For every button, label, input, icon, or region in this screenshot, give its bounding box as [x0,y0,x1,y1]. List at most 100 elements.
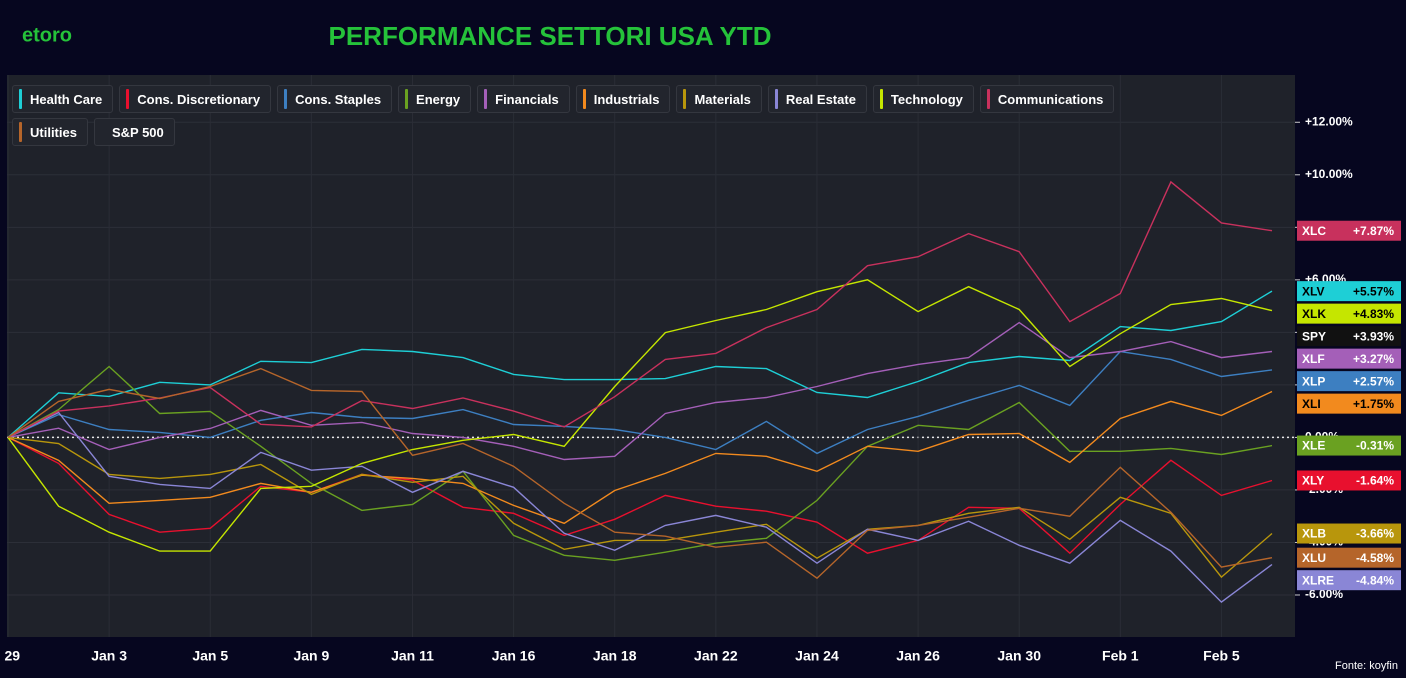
legend-item[interactable]: S&P 500 [93,118,175,146]
legend-label: Communications [997,91,1104,107]
legend-swatch [879,89,883,109]
legend-item[interactable]: Materials [676,85,762,113]
plot-area [7,75,1295,637]
x-tick-label: Jan 18 [593,648,637,664]
end-badge-ticker: XLU [1302,551,1326,565]
end-badge [1297,371,1401,392]
legend-label: Cons. Discretionary [137,91,261,107]
end-badge-ticker: XLC [1302,224,1326,238]
legend-item[interactable]: Industrials [575,85,671,113]
end-badge [1297,523,1401,544]
legend-swatch [284,89,288,109]
legend-swatch [19,122,22,142]
end-badge-value: +3.27% [1353,352,1394,366]
legend-label: Energy [416,91,461,107]
chart-title: PERFORMANCE SETTORI USA YTD [328,21,771,51]
end-badge-ticker: XLK [1302,307,1326,321]
x-tick-label: Jan 11 [391,648,434,664]
series-line [7,436,1273,555]
end-badge-ticker: XLRE [1302,573,1334,587]
series-line [7,290,1273,438]
logo: etoro [22,24,72,46]
end-badge [1297,547,1401,568]
end-badge-ticker: XLY [1302,474,1324,488]
x-tick-label: Jan 3 [91,648,127,664]
x-tick-label: Jan 9 [293,648,329,664]
legend-swatch [101,122,104,142]
end-badge-value: +4.83% [1353,307,1394,321]
legend-swatch [405,89,409,109]
x-tick-label: Jan 22 [694,648,738,664]
end-badge [1297,281,1401,302]
end-badge [1297,220,1401,241]
end-badge-value: -1.64% [1356,474,1394,488]
legend-label: Industrials [593,91,660,107]
legend-item[interactable]: Health Care [12,85,114,113]
legend-item[interactable]: Utilities [12,118,88,146]
end-badge-value: -3.66% [1356,527,1394,541]
legend-item[interactable]: Cons. Discretionary [119,85,272,113]
legend-swatch [126,89,130,109]
end-badge [1297,470,1401,491]
x-tick-label: Jan 5 [192,648,228,664]
series-line [7,367,1273,580]
legend-swatch [986,89,990,109]
x-tick-label: Jan 24 [795,648,839,664]
end-badge-value: +3.93% [1353,329,1394,343]
series-line [7,180,1273,439]
y-tick-label: +12.00% [1305,114,1353,128]
legend-swatch [582,89,586,109]
end-badge-ticker: XLF [1302,352,1325,366]
source: Fonte: koyfin [1335,660,1398,672]
series-line [7,436,1273,579]
legend-label: Materials [694,91,751,107]
end-badge-ticker: SPY [1302,329,1326,343]
legend-item[interactable]: Real Estate [767,85,867,113]
legend-item[interactable]: Cons. Staples [277,85,393,113]
x-tick-label: Jan 30 [997,648,1041,664]
end-badge-value: -4.58% [1356,551,1394,565]
legend-label: Utilities [30,124,77,140]
end-badge-value: +7.87% [1353,224,1394,238]
legend-label: Financials [495,91,559,107]
end-badge [1297,570,1401,591]
end-badge [1297,435,1401,456]
y-tick-label: -6.00% [1305,587,1343,601]
end-badge-ticker: XLE [1302,439,1325,453]
x-tick-label: Jan 26 [896,648,940,664]
legend-item[interactable]: Financials [477,85,570,113]
end-badge-value: -0.31% [1356,439,1394,453]
legend-label: Cons. Staples [295,91,382,107]
end-badge-value: +2.57% [1353,374,1394,388]
legend-item[interactable]: Energy [398,85,472,113]
legend-label: Health Care [30,91,103,107]
legend-item[interactable]: Communications [979,85,1115,113]
x-tick-label: Jan 16 [492,648,536,664]
series-line [7,365,1273,562]
end-badge-ticker: XLP [1302,374,1325,388]
end-badge-value: -4.84% [1356,573,1394,587]
legend-swatch [774,89,778,109]
legend-swatch [683,89,687,109]
series-line [7,411,1273,604]
x-tick-label: : 29 [0,648,20,664]
legend-label: Technology [890,91,963,107]
end-badge-ticker: XLV [1302,284,1324,298]
end-badge-ticker: XLB [1302,527,1326,541]
end-badge [1297,303,1401,324]
end-badge [1297,393,1401,414]
end-badge [1297,326,1401,347]
end-badge-value: +5.57% [1353,284,1394,298]
legend-label: S&P 500 [111,124,164,140]
y-tick-label: +10.00% [1305,167,1353,181]
series-line [7,279,1273,552]
legend-label: Real Estate [785,91,856,107]
x-tick-label: Feb 1 [1102,648,1139,664]
legend-item[interactable]: Technology [872,85,974,113]
end-badge-ticker: XLI [1302,397,1321,411]
x-tick-label: Feb 5 [1203,648,1240,664]
series-line [7,321,1273,461]
legend-swatch [484,89,488,109]
